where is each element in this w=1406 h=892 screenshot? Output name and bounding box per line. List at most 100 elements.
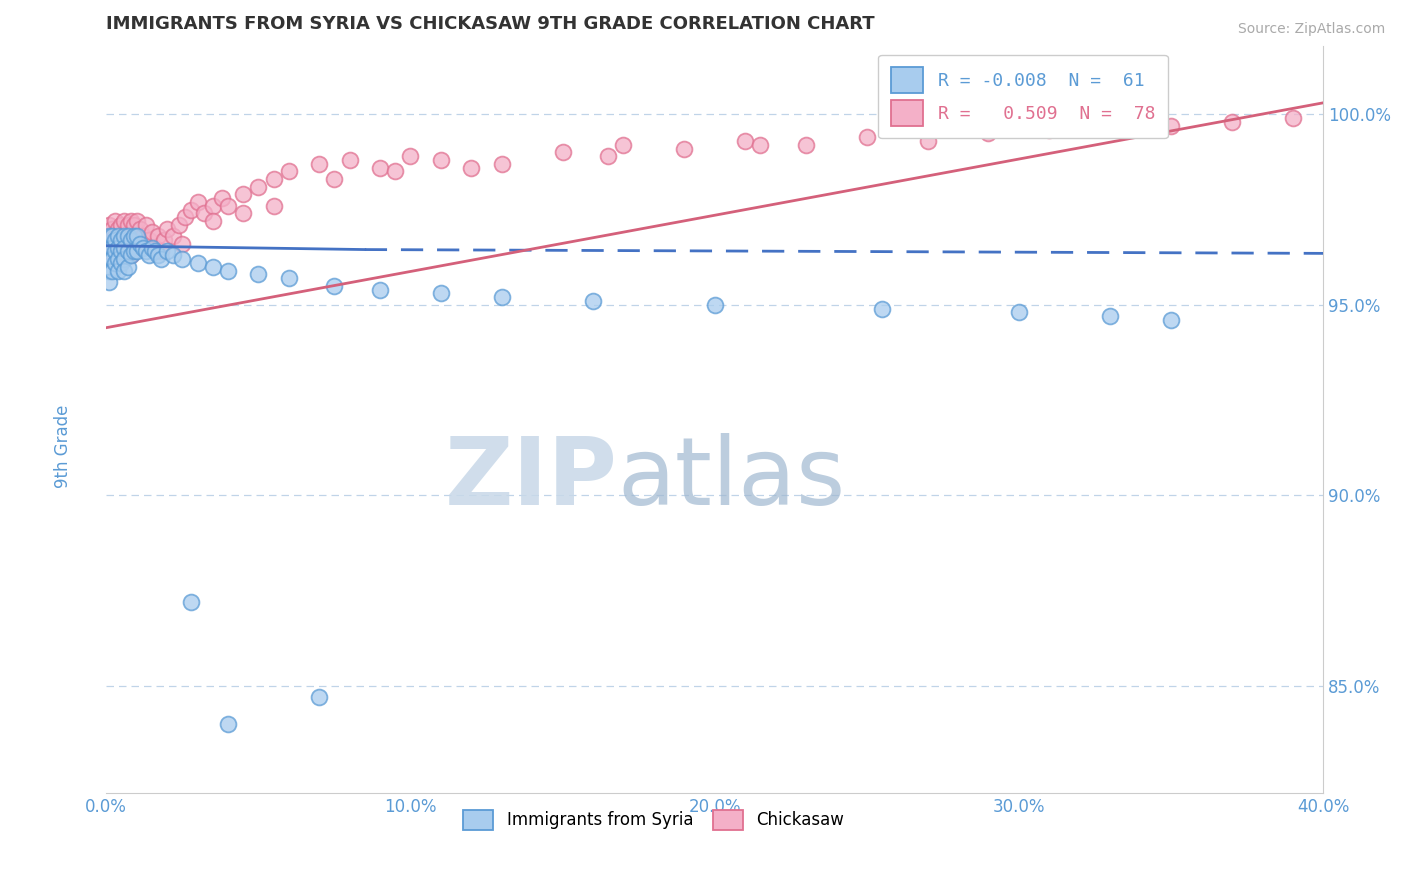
Point <box>128 236 150 251</box>
Point <box>339 153 361 167</box>
Point <box>98 263 121 277</box>
Point <box>551 145 574 160</box>
Point <box>247 268 270 282</box>
Point <box>1099 310 1122 324</box>
Point <box>117 229 139 244</box>
Point <box>101 241 124 255</box>
Point <box>101 263 124 277</box>
Point <box>323 278 346 293</box>
Point <box>217 199 239 213</box>
Point <box>172 236 194 251</box>
Point <box>174 210 197 224</box>
Point <box>232 187 254 202</box>
Point <box>150 252 173 266</box>
Point <box>180 202 202 217</box>
Point <box>277 164 299 178</box>
Point <box>98 252 121 266</box>
Point <box>138 248 160 262</box>
Point <box>135 218 157 232</box>
Point <box>201 260 224 274</box>
Text: Source: ZipAtlas.com: Source: ZipAtlas.com <box>1237 22 1385 37</box>
Point <box>201 214 224 228</box>
Point <box>794 137 817 152</box>
Point <box>135 244 157 259</box>
Point <box>217 717 239 731</box>
Point <box>128 221 150 235</box>
Text: IMMIGRANTS FROM SYRIA VS CHICKASAW 9TH GRADE CORRELATION CHART: IMMIGRANTS FROM SYRIA VS CHICKASAW 9TH G… <box>107 15 875 33</box>
Point <box>368 161 391 175</box>
Point <box>384 164 406 178</box>
Point <box>247 179 270 194</box>
Point <box>122 244 145 259</box>
Point <box>1008 305 1031 319</box>
Point <box>101 241 124 255</box>
Point <box>156 221 179 235</box>
Point <box>104 229 127 244</box>
Point <box>143 244 166 259</box>
Point <box>399 149 422 163</box>
Point <box>120 248 142 262</box>
Point <box>117 236 139 251</box>
Point <box>98 229 121 244</box>
Point <box>132 241 155 255</box>
Point <box>125 229 148 244</box>
Point <box>201 199 224 213</box>
Point <box>180 595 202 609</box>
Point <box>138 233 160 247</box>
Point <box>141 241 163 255</box>
Point <box>150 244 173 259</box>
Point <box>120 233 142 247</box>
Point <box>430 153 453 167</box>
Point <box>1220 115 1243 129</box>
Point <box>107 236 129 251</box>
Point <box>101 221 124 235</box>
Point <box>125 244 148 259</box>
Point <box>1281 111 1303 125</box>
Point <box>107 229 129 244</box>
Point <box>98 275 121 289</box>
Point <box>114 241 136 255</box>
Point <box>162 229 184 244</box>
Point <box>146 229 169 244</box>
Point <box>120 248 142 262</box>
Point <box>122 229 145 244</box>
Point <box>104 244 127 259</box>
Point <box>491 290 513 304</box>
Point <box>153 233 176 247</box>
Point <box>107 263 129 277</box>
Point <box>104 233 127 247</box>
Point <box>107 241 129 255</box>
Point <box>114 244 136 259</box>
Point <box>114 214 136 228</box>
Point <box>110 233 132 247</box>
Point <box>749 137 772 152</box>
Point <box>117 244 139 259</box>
Point <box>110 244 132 259</box>
Point <box>104 244 127 259</box>
Point <box>263 199 285 213</box>
Point <box>263 172 285 186</box>
Point <box>598 149 620 163</box>
Point <box>110 218 132 232</box>
Point <box>107 252 129 266</box>
Point <box>193 206 215 220</box>
Point <box>101 252 124 266</box>
Point <box>162 248 184 262</box>
Point <box>186 194 208 209</box>
Point <box>977 126 1000 140</box>
Point <box>141 226 163 240</box>
Point <box>1160 313 1182 327</box>
Point <box>146 248 169 262</box>
Point <box>167 218 190 232</box>
Point <box>104 214 127 228</box>
Point <box>104 256 127 270</box>
Legend: Immigrants from Syria, Chickasaw: Immigrants from Syria, Chickasaw <box>457 803 851 837</box>
Point <box>460 161 482 175</box>
Point <box>114 229 136 244</box>
Point <box>107 252 129 266</box>
Point <box>98 229 121 244</box>
Point <box>156 244 179 259</box>
Point <box>703 298 725 312</box>
Point <box>101 229 124 244</box>
Point <box>277 271 299 285</box>
